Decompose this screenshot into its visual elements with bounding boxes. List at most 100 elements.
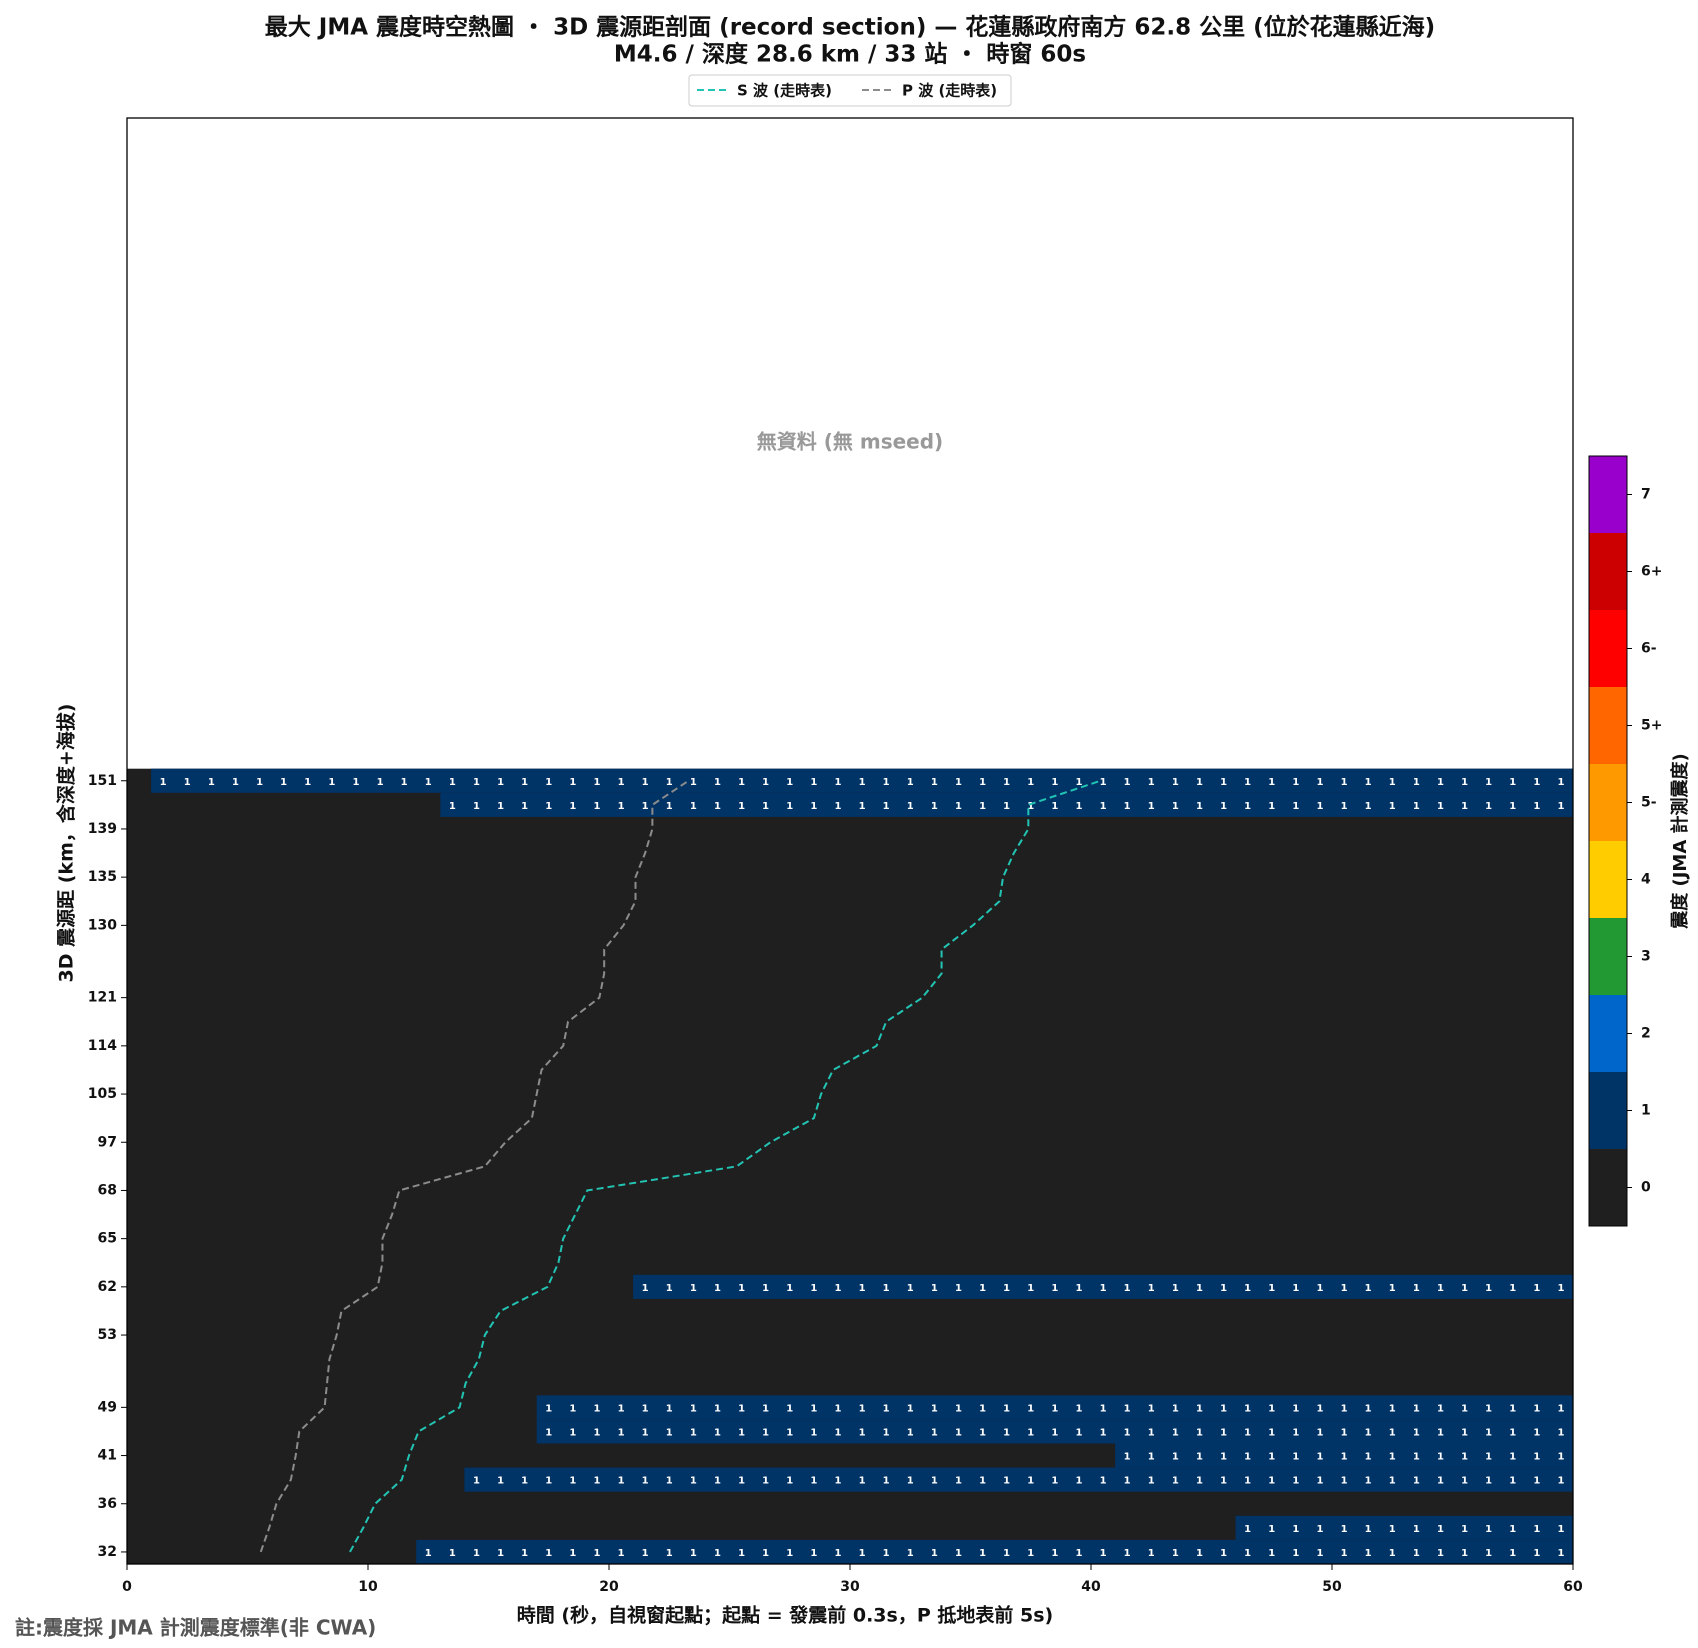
cell-label: 1 <box>1027 1403 1034 1414</box>
chart-title: 最大 JMA 震度時空熱圖 ・ 3D 震源距剖面 (record section… <box>265 14 1435 41</box>
cell-label: 1 <box>618 777 625 788</box>
cell-label: 1 <box>979 1427 986 1438</box>
cell-label: 1 <box>1365 1524 1372 1535</box>
x-tick-label: 60 <box>1563 1579 1583 1595</box>
cell-label: 1 <box>907 1403 914 1414</box>
cell-label: 1 <box>859 777 866 788</box>
cell-label: 1 <box>1461 1524 1468 1535</box>
cell-label: 1 <box>810 801 817 812</box>
cell-label: 1 <box>931 1283 938 1294</box>
cell-label: 1 <box>1389 1403 1396 1414</box>
cell-label: 1 <box>1365 1548 1372 1559</box>
y-tick-label: 32 <box>98 1544 117 1560</box>
cell-label: 1 <box>1292 1427 1299 1438</box>
cell-label: 1 <box>1244 1452 1251 1463</box>
y-tick-label: 36 <box>98 1496 117 1512</box>
cell-label: 1 <box>786 1283 793 1294</box>
cell-label: 1 <box>955 1283 962 1294</box>
cell-label: 1 <box>738 1548 745 1559</box>
cell-label: 1 <box>834 1427 841 1438</box>
cell-label: 1 <box>1413 801 1420 812</box>
cell-label: 1 <box>1533 1524 1540 1535</box>
cell-label: 1 <box>666 1283 673 1294</box>
cell-label: 1 <box>955 1403 962 1414</box>
cell-label: 1 <box>1341 777 1348 788</box>
cell-label: 1 <box>1051 1403 1058 1414</box>
cell-label: 1 <box>762 1548 769 1559</box>
cell-label: 1 <box>810 777 817 788</box>
cell-label: 1 <box>1389 1283 1396 1294</box>
cell-label: 1 <box>762 1403 769 1414</box>
cell-label: 1 <box>1533 1403 1540 1414</box>
cell-label: 1 <box>1509 1403 1516 1414</box>
cell-label: 1 <box>1051 1427 1058 1438</box>
cell-label: 1 <box>473 1548 480 1559</box>
cell-label: 1 <box>473 777 480 788</box>
cell-label: 1 <box>1220 801 1227 812</box>
cell-label: 1 <box>642 1427 649 1438</box>
cell-label: 1 <box>642 1548 649 1559</box>
cell-label: 1 <box>1461 1548 1468 1559</box>
cell-label: 1 <box>1509 777 1516 788</box>
cell-label: 1 <box>1485 1403 1492 1414</box>
heatmap-segment <box>536 1419 1574 1444</box>
cell-label: 1 <box>834 1403 841 1414</box>
cell-label: 1 <box>690 801 697 812</box>
cell-label: 1 <box>593 801 600 812</box>
cell-label: 1 <box>1533 1476 1540 1487</box>
cell-label: 1 <box>1413 1427 1420 1438</box>
cell-label: 1 <box>1027 801 1034 812</box>
cell-label: 1 <box>1461 801 1468 812</box>
cell-label: 1 <box>1485 1452 1492 1463</box>
cell-label: 1 <box>931 777 938 788</box>
cell-label: 1 <box>280 777 287 788</box>
cell-label: 1 <box>642 1283 649 1294</box>
cell-label: 1 <box>1172 1452 1179 1463</box>
cell-label: 1 <box>1509 1427 1516 1438</box>
cell-label: 1 <box>1292 1548 1299 1559</box>
cell-label: 1 <box>1172 777 1179 788</box>
cell-label: 1 <box>690 1548 697 1559</box>
cell-label: 1 <box>497 1476 504 1487</box>
x-axis-label: 時間 (秒，自視窗起點；起點 = 發震前 0.3s，P 抵地表前 5s) <box>517 1604 1053 1627</box>
cell-label: 1 <box>1244 1524 1251 1535</box>
cell-label: 1 <box>1172 1427 1179 1438</box>
cell-label: 1 <box>1244 801 1251 812</box>
cell-label: 1 <box>1509 1283 1516 1294</box>
cell-label: 1 <box>666 1548 673 1559</box>
cell-label: 1 <box>859 1283 866 1294</box>
cell-label: 1 <box>1148 1427 1155 1438</box>
y-tick-label: 121 <box>88 990 117 1006</box>
cell-label: 1 <box>1292 1452 1299 1463</box>
cell-label: 1 <box>1100 777 1107 788</box>
heatmap-segment <box>151 768 1574 793</box>
cell-label: 1 <box>1003 801 1010 812</box>
cell-label: 1 <box>497 1548 504 1559</box>
legend-label: S 波 (走時表) <box>737 82 832 100</box>
cell-label: 1 <box>1268 777 1275 788</box>
cell-label: 1 <box>883 801 890 812</box>
cell-label: 1 <box>955 1476 962 1487</box>
cell-label: 1 <box>834 1283 841 1294</box>
colorbar-band <box>1589 764 1627 841</box>
cell-label: 1 <box>1413 1548 1420 1559</box>
cell-label: 1 <box>497 777 504 788</box>
cell-label: 1 <box>1051 1476 1058 1487</box>
colorbar-label: 震度 (JMA 計測震度) <box>1669 753 1691 929</box>
x-tick-label: 10 <box>358 1579 378 1595</box>
cell-label: 1 <box>1244 1476 1251 1487</box>
cell-label: 1 <box>1341 1476 1348 1487</box>
cell-label: 1 <box>1268 1524 1275 1535</box>
cell-label: 1 <box>1075 1283 1082 1294</box>
chart-subtitle: M4.6 / 深度 28.6 km / 33 站 ・ 時窗 60s <box>614 41 1086 68</box>
cell-label: 1 <box>1124 801 1131 812</box>
cell-label: 1 <box>328 777 335 788</box>
y-tick-label: 62 <box>98 1279 117 1295</box>
cell-label: 1 <box>1341 801 1348 812</box>
cell-label: 1 <box>1557 1548 1564 1559</box>
cell-label: 1 <box>786 1548 793 1559</box>
colorbar-band <box>1589 687 1627 764</box>
cell-label: 1 <box>1172 1476 1179 1487</box>
cell-label: 1 <box>1220 1403 1227 1414</box>
colorbar-tick-label: 2 <box>1641 1026 1651 1042</box>
